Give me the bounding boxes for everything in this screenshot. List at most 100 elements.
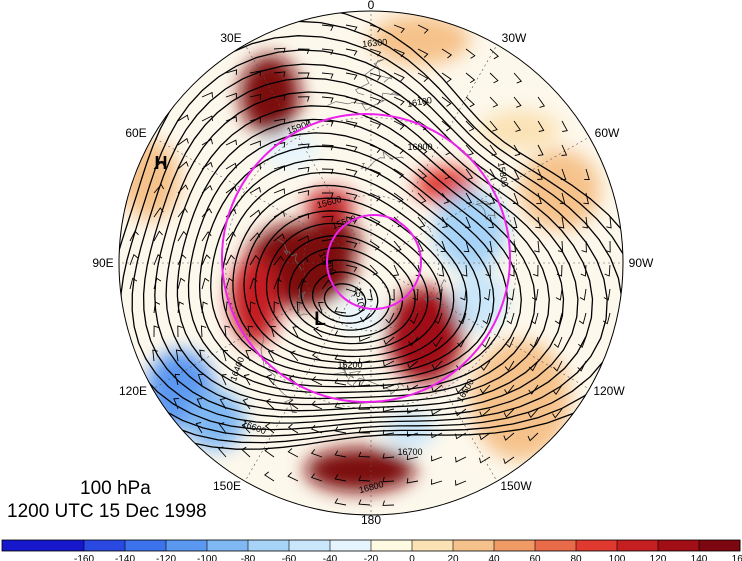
- wind-barb: [273, 71, 286, 77]
- longitude-label-30w: 30W: [502, 31, 527, 45]
- wind-barb: [297, 96, 310, 102]
- wind-barb: [536, 192, 542, 204]
- wind-barb: [201, 254, 211, 266]
- wind-barb: [345, 144, 358, 152]
- wind-barb: [129, 277, 138, 290]
- wind-barb: [334, 426, 347, 434]
- height-contour: [210, 158, 495, 382]
- wind-barb: [412, 288, 419, 301]
- colorbar: -160 -140 -120 -100 -80 -60 -40 -20 0 20 40 60 80 100…: [1, 539, 742, 561]
- meridian: [389, 136, 590, 253]
- colorbar-tick-label: -80: [241, 554, 256, 561]
- wind-barb: [382, 406, 395, 412]
- wind-barb: [321, 72, 334, 79]
- height-contour: [277, 235, 416, 345]
- wind-barb: [465, 72, 476, 83]
- wind-barb: [201, 231, 212, 242]
- wind-barb: [504, 360, 515, 372]
- wind-barb: [509, 265, 515, 277]
- wind-barb: [552, 408, 563, 419]
- height-contour: [176, 118, 536, 400]
- wind-barb: [441, 216, 448, 228]
- wind-barb: [431, 432, 443, 439]
- wind-barb: [345, 120, 358, 128]
- wind-barb: [249, 209, 261, 218]
- wind-barb: [441, 168, 451, 180]
- wind-barb: [605, 240, 611, 253]
- wind-barb: [441, 96, 452, 107]
- wind-barb: [201, 208, 213, 218]
- wind-barb: [249, 70, 262, 76]
- height-contour: [221, 171, 481, 376]
- wind-barb: [225, 254, 235, 266]
- longitude-label-180: 180: [361, 513, 381, 527]
- wind-barb: [513, 144, 521, 156]
- wind-barb: [225, 116, 237, 122]
- colorbar-tick-label: 160: [732, 554, 742, 561]
- wind-barb: [311, 351, 323, 362]
- wind-barb: [129, 253, 138, 266]
- wind-barb: [406, 454, 419, 461]
- height-contour-label: 16100: [406, 95, 432, 109]
- wind-barb: [441, 72, 452, 83]
- wind-barb: [488, 216, 495, 228]
- wind-barb: [345, 48, 358, 56]
- wind-barb: [417, 72, 429, 83]
- wind-barb: [553, 336, 563, 349]
- wind-barb: [479, 432, 491, 441]
- wind-barb: [287, 448, 299, 458]
- wind-barb: [393, 72, 405, 82]
- wind-barb: [389, 288, 395, 301]
- wind-barb: [503, 408, 515, 418]
- wind-barb: [479, 408, 491, 418]
- low-pressure-marker: L: [314, 309, 326, 330]
- wind-barb: [266, 374, 275, 386]
- wind-barb: [290, 350, 299, 362]
- wind-barb: [177, 114, 189, 122]
- longitude-labels: 0 30W 60W 90W 120W 150W 180 150E 120E 90E 60E 30E: [92, 0, 654, 527]
- wind-barb: [288, 399, 299, 410]
- wind-barb: [129, 230, 139, 242]
- wind-barb: [367, 288, 373, 301]
- wind-barb: [455, 384, 467, 394]
- wind-barb: [537, 168, 543, 180]
- height-contour: [119, 11, 623, 450]
- wind-barb: [321, 120, 334, 127]
- wind-barb: [334, 354, 347, 362]
- wind-barb: [358, 451, 371, 458]
- height-contour: [243, 197, 455, 364]
- coastline: [355, 59, 393, 96]
- wind-barb: [273, 165, 285, 171]
- wind-barb: [152, 349, 158, 362]
- wind-barb: [273, 277, 282, 290]
- wind-barb: [358, 475, 371, 482]
- wind-barb: [489, 96, 499, 108]
- wind-barb: [529, 336, 539, 348]
- anomaly-patch: [120, 140, 180, 220]
- wind-barb: [393, 168, 405, 179]
- wind-barb: [359, 336, 371, 342]
- height-contour: [323, 283, 367, 317]
- wind-barb: [369, 192, 381, 202]
- colorbar-tick-label: 140: [691, 554, 708, 561]
- longitude-label-60e: 60E: [125, 126, 146, 140]
- wind-barb: [465, 120, 475, 132]
- wind-barb: [201, 115, 213, 122]
- wind-barb: [358, 404, 371, 410]
- wind-barb: [369, 120, 382, 129]
- wind-barb: [321, 215, 334, 222]
- wind-barb: [584, 168, 590, 180]
- coastline: [423, 278, 447, 303]
- wind-barb: [360, 312, 371, 323]
- wind-barb: [218, 422, 227, 434]
- longitude-label-90w: 90W: [629, 256, 654, 270]
- wind-barb: [334, 450, 347, 458]
- anomaly-patch: [387, 287, 463, 383]
- wind-barb: [225, 139, 237, 146]
- wind-barb: [201, 184, 213, 194]
- height-contour-label: 16300: [362, 37, 388, 49]
- wind-barb: [345, 216, 358, 224]
- colorbar-swatch: [617, 540, 659, 551]
- wind-barb: [393, 192, 404, 203]
- wind-barb: [249, 254, 260, 266]
